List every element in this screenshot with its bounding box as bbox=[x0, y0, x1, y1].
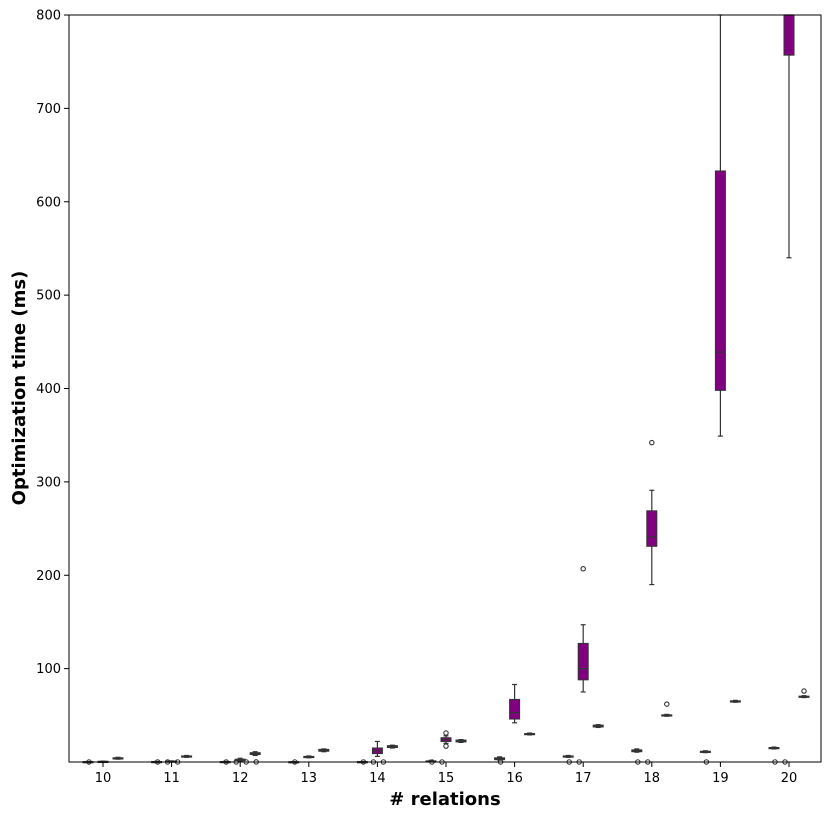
box bbox=[509, 698, 521, 720]
box bbox=[714, 170, 726, 391]
y-tick-label: 300 bbox=[36, 475, 61, 490]
y-tick-label: 800 bbox=[36, 9, 61, 24]
plot-layer bbox=[82, 14, 810, 765]
x-tick-label: 12 bbox=[232, 771, 249, 786]
y-axis-title: Optimization time (ms) bbox=[9, 271, 30, 506]
y-tick-label: 700 bbox=[36, 102, 61, 117]
y-tick-label: 600 bbox=[36, 195, 61, 210]
y-tick-label: 400 bbox=[36, 382, 61, 397]
x-axis-title: # relations bbox=[389, 789, 500, 810]
y-axis-ticks: 100 200 300 400 500 600 700 800 bbox=[36, 9, 69, 677]
x-tick-label: 10 bbox=[95, 771, 112, 786]
outlier-point bbox=[801, 688, 807, 694]
y-tick-label: 100 bbox=[36, 662, 61, 677]
box bbox=[783, 14, 795, 56]
outlier-point bbox=[580, 565, 586, 572]
x-tick-label: 20 bbox=[781, 771, 798, 786]
outlier-point bbox=[443, 743, 449, 749]
x-tick-label: 17 bbox=[575, 771, 592, 786]
x-tick-label: 13 bbox=[301, 771, 318, 786]
outlier-point bbox=[649, 439, 655, 446]
plot-frame bbox=[68, 14, 822, 763]
outlier-point bbox=[443, 730, 449, 736]
y-tick-label: 500 bbox=[36, 289, 61, 304]
box bbox=[577, 642, 589, 681]
x-tick-label: 14 bbox=[369, 771, 386, 786]
x-tick-label: 18 bbox=[644, 771, 661, 786]
x-tick-label: 19 bbox=[712, 771, 729, 786]
x-tick-label: 16 bbox=[506, 771, 523, 786]
box bbox=[646, 510, 658, 547]
outlier-point bbox=[664, 701, 670, 707]
x-tick-label: 11 bbox=[163, 771, 180, 786]
x-axis-ticks: 10 11 12 13 14 15 16 17 18 19 20 bbox=[95, 762, 798, 786]
x-tick-label: 15 bbox=[438, 771, 455, 786]
y-tick-label: 200 bbox=[36, 569, 61, 584]
